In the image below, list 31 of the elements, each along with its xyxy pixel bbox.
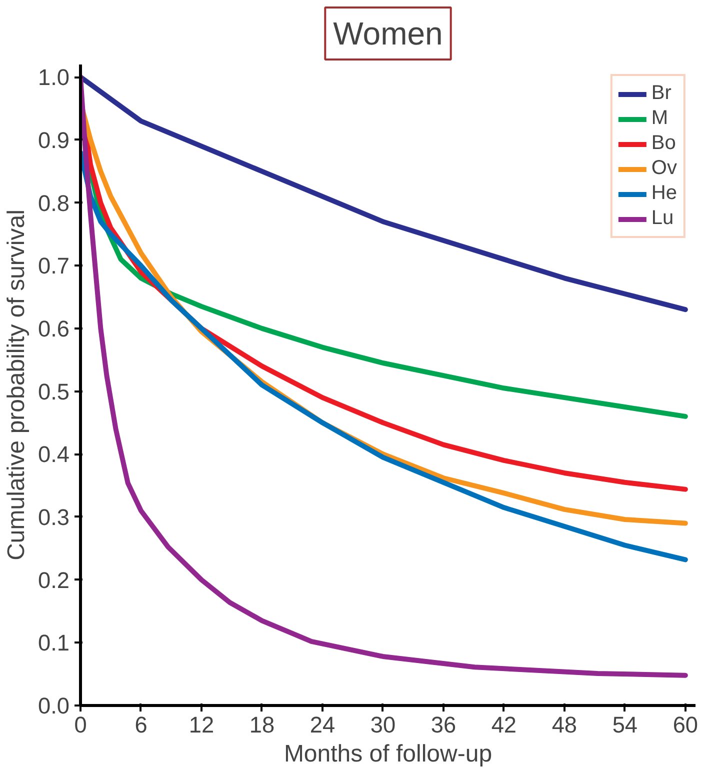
legend-label: Bo <box>651 132 676 155</box>
x-tick-label: 48 <box>552 712 578 738</box>
y-axis-title: Cumulative probability of survival <box>3 210 30 560</box>
y-tick-label: 0.6 <box>38 315 70 342</box>
y-tick-label: 0.0 <box>38 692 70 718</box>
x-tick-label: 6 <box>134 712 148 738</box>
legend-label: Br <box>651 82 672 105</box>
x-tick-label: 24 <box>310 712 336 738</box>
y-tick-label: 0.7 <box>38 252 70 279</box>
x-tick-label: 30 <box>370 712 396 738</box>
legend-label: He <box>651 182 677 205</box>
legend-label: M <box>651 107 670 130</box>
chart-title: Women <box>333 16 443 52</box>
y-tick-label: 0.8 <box>38 190 70 216</box>
x-tick-label: 42 <box>491 712 517 738</box>
y-tick-label: 0.4 <box>38 441 70 468</box>
y-tick-label: 0.1 <box>38 630 70 656</box>
x-tick-label: 18 <box>249 712 275 738</box>
x-tick-label: 54 <box>612 712 638 738</box>
y-tick-label: 0.2 <box>38 566 70 593</box>
y-tick-label: 0.9 <box>38 126 70 153</box>
y-tick-label: 0.5 <box>38 378 70 404</box>
x-tick-label: 12 <box>188 712 214 738</box>
y-tick-label: 1.0 <box>38 64 70 90</box>
legend-label: Lu <box>651 207 674 230</box>
x-axis-title: Months of follow-up <box>284 740 492 768</box>
y-tick-label: 0.3 <box>38 504 70 530</box>
legend-label: Ov <box>651 157 677 180</box>
x-tick-label: 60 <box>672 712 698 738</box>
x-tick-label: 36 <box>430 712 456 738</box>
x-tick-label: 0 <box>74 712 87 738</box>
